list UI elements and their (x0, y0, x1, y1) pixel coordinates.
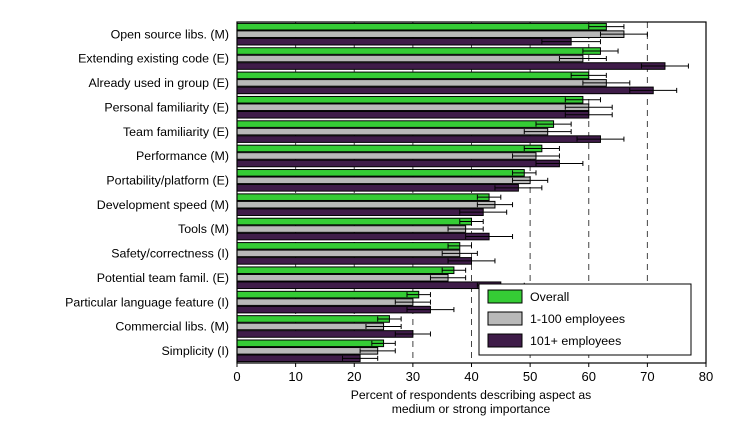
bar-1-100-employees (236, 152, 537, 160)
bar-101-employees (236, 159, 560, 168)
bar-1-100-employees (236, 298, 414, 306)
bar-overall (236, 169, 525, 177)
x-axis-label-line1: Percent of respondents describing aspect… (351, 388, 592, 402)
category-label: Portability/platform (E) (106, 174, 229, 188)
category-label: Personal familiarity (E) (104, 100, 229, 114)
x-tick-label: 20 (347, 369, 361, 384)
category-label: Performance (M) (136, 149, 229, 163)
bar-overall (236, 47, 601, 55)
bar-overall (236, 242, 461, 250)
x-tick-label: 0 (233, 369, 240, 384)
x-tick-label: 10 (288, 369, 302, 384)
bar-101-employees (236, 354, 361, 363)
legend-swatch-1-100-employees (487, 311, 523, 326)
bar-101-employees (236, 86, 654, 95)
bar-1-100-employees (236, 176, 531, 185)
x-tick-label: 40 (464, 369, 478, 384)
bar-101-employees (236, 37, 572, 46)
bar-1-100-employees (236, 79, 607, 87)
category-label: Development speed (M) (97, 198, 229, 212)
category-label: Commercial libs. (M) (115, 320, 229, 334)
bar-101-employees (236, 305, 431, 314)
category-label: Safety/correctness (I) (111, 247, 229, 261)
bar-1-100-employees (236, 273, 449, 282)
plot-area: Open source libs. (M) Extending existing … (65, 21, 713, 384)
x-tick-label: 70 (640, 369, 654, 384)
category-label: Extending existing code (E) (78, 52, 229, 66)
bar-1-100-employees (236, 54, 584, 63)
bar-1-100-employees (236, 249, 461, 258)
legend-label: 101+ employees (530, 334, 621, 348)
category-label: Team familiarity (E) (123, 125, 229, 139)
bar-101-employees (236, 208, 484, 216)
bar-overall (236, 22, 607, 31)
category-label: Potential team famil. (E) (97, 271, 229, 285)
category-label: Particular language feature (I) (65, 295, 229, 309)
bar-overall (236, 71, 590, 80)
bar-101-employees (236, 257, 472, 265)
x-tick-label: 30 (406, 369, 420, 384)
bar-1-100-employees (236, 103, 590, 112)
category-label: Already used in group (E) (88, 76, 229, 90)
category-label: Tools (M) (178, 222, 229, 236)
bar-101-employees (236, 110, 590, 119)
bar-1-100-employees (236, 127, 549, 136)
bar-overall (236, 217, 472, 226)
legend-swatch-overall (487, 289, 523, 304)
bar-101-employees (236, 281, 502, 290)
bar-101-employees (236, 232, 490, 241)
bar-overall (236, 144, 543, 153)
bar-1-100-employees (236, 347, 379, 355)
category-label: Simplicity (I) (162, 344, 229, 358)
bar-1-100-employees (236, 200, 496, 209)
legend-label: 1-100 employees (530, 312, 625, 326)
bar-101-employees (236, 184, 519, 192)
legend-swatch-101-employees (487, 333, 523, 348)
x-tick-label: 80 (699, 369, 713, 384)
bar-overall (236, 120, 555, 128)
bar-101-employees (236, 330, 414, 338)
bar-overall (236, 315, 390, 323)
x-tick-label: 50 (523, 369, 537, 384)
x-tick-label: 60 (582, 369, 596, 384)
bar-101-employees (236, 62, 666, 70)
bar-overall (236, 95, 584, 104)
bar-101-employees (236, 135, 601, 143)
bar-overall (236, 290, 420, 299)
bar-overall (236, 193, 490, 201)
bar-1-100-employees (236, 225, 467, 233)
bar-overall (236, 339, 385, 348)
bar-1-100-employees (236, 30, 625, 38)
legend-label: Overall (530, 290, 569, 304)
bar-1-100-employees (236, 322, 385, 331)
bar-overall (236, 266, 455, 275)
category-label: Open source libs. (M) (111, 27, 229, 41)
x-axis-label-line2: medium or strong importance (392, 402, 551, 416)
